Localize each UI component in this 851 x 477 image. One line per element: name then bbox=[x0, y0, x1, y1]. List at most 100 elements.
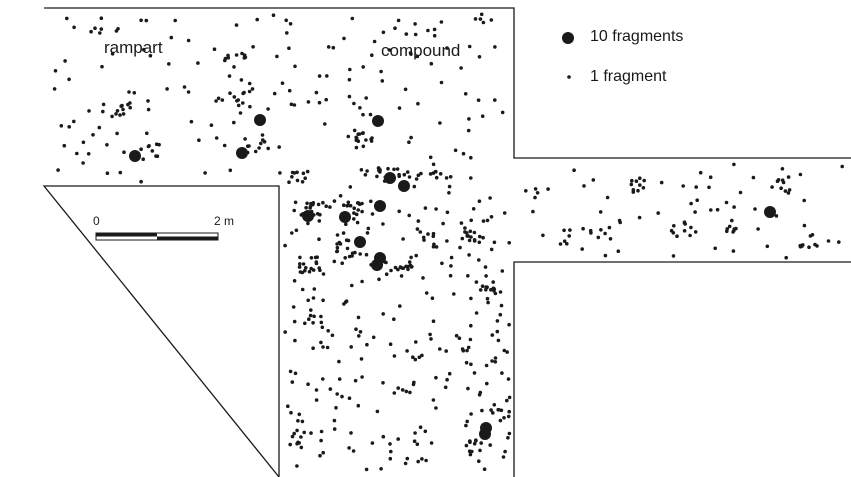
one-fragment-marker bbox=[407, 260, 412, 264]
ten-fragment-marker bbox=[302, 210, 314, 222]
one-fragment-marker bbox=[629, 182, 634, 187]
one-fragment-marker bbox=[459, 221, 464, 225]
one-fragment-marker bbox=[335, 245, 340, 250]
one-fragment-marker bbox=[309, 255, 314, 260]
one-fragment-marker bbox=[326, 45, 331, 49]
one-fragment-marker bbox=[470, 449, 474, 454]
one-fragment-marker bbox=[338, 194, 343, 198]
one-fragment-marker bbox=[409, 255, 413, 260]
one-fragment-marker bbox=[689, 225, 693, 230]
one-fragment-marker bbox=[352, 206, 357, 210]
one-fragment-marker bbox=[787, 188, 792, 192]
one-fragment-marker bbox=[418, 230, 423, 234]
one-fragment-marker bbox=[500, 110, 505, 115]
one-fragment-marker bbox=[315, 255, 320, 259]
one-fragment-marker bbox=[634, 179, 639, 183]
one-fragment-marker bbox=[319, 429, 324, 434]
one-fragment-marker bbox=[118, 113, 122, 117]
one-fragment-marker bbox=[312, 287, 317, 291]
one-fragment-marker bbox=[499, 303, 504, 308]
one-fragment-marker bbox=[419, 171, 423, 176]
one-fragment-marker bbox=[412, 439, 417, 444]
one-fragment-marker bbox=[496, 407, 501, 412]
one-fragment-marker bbox=[377, 277, 381, 282]
one-fragment-marker bbox=[477, 258, 481, 262]
one-fragment-marker bbox=[364, 138, 368, 142]
one-fragment-marker bbox=[115, 109, 120, 113]
one-fragment-marker bbox=[414, 253, 419, 258]
one-fragment-marker bbox=[466, 345, 471, 350]
one-fragment-marker bbox=[440, 261, 444, 266]
one-fragment-marker bbox=[347, 446, 351, 450]
one-fragment-marker bbox=[507, 322, 511, 327]
one-fragment-marker bbox=[294, 228, 299, 233]
one-fragment-marker bbox=[345, 246, 350, 251]
one-fragment-marker bbox=[404, 389, 409, 394]
one-fragment-marker bbox=[305, 201, 309, 206]
one-fragment-marker bbox=[483, 265, 488, 269]
one-fragment-marker bbox=[449, 255, 454, 260]
one-fragment-marker bbox=[481, 235, 485, 240]
one-fragment-marker bbox=[407, 175, 412, 179]
one-fragment-marker bbox=[725, 229, 729, 234]
one-fragment-marker bbox=[438, 172, 443, 176]
one-fragment-marker bbox=[531, 209, 535, 214]
one-fragment-marker bbox=[295, 428, 299, 433]
one-fragment-marker bbox=[283, 330, 288, 334]
one-fragment-marker bbox=[424, 291, 429, 295]
one-fragment-marker bbox=[301, 262, 306, 266]
one-fragment-marker bbox=[311, 346, 315, 351]
one-fragment-marker bbox=[311, 296, 316, 300]
one-fragment-marker bbox=[409, 52, 413, 56]
one-fragment-marker bbox=[734, 226, 738, 231]
one-fragment-marker bbox=[398, 304, 402, 308]
one-fragment-marker bbox=[429, 61, 434, 66]
one-fragment-marker bbox=[371, 335, 376, 340]
one-fragment-marker bbox=[439, 20, 444, 24]
one-fragment-marker bbox=[498, 312, 503, 317]
one-fragment-marker bbox=[756, 227, 760, 231]
one-fragment-marker bbox=[62, 143, 67, 148]
one-fragment-marker bbox=[63, 59, 67, 63]
one-fragment-marker bbox=[431, 398, 436, 402]
one-fragment-marker bbox=[321, 345, 325, 349]
one-fragment-marker bbox=[449, 264, 453, 268]
one-fragment-marker bbox=[247, 89, 252, 94]
one-fragment-marker bbox=[434, 406, 438, 410]
one-fragment-marker bbox=[775, 179, 780, 183]
one-fragment-marker bbox=[813, 242, 817, 247]
one-fragment-marker bbox=[730, 218, 734, 223]
one-fragment-marker bbox=[381, 312, 386, 316]
one-fragment-marker bbox=[272, 91, 277, 96]
one-fragment-marker bbox=[405, 456, 410, 461]
one-fragment-marker bbox=[599, 228, 603, 232]
one-fragment-marker bbox=[275, 54, 279, 59]
one-fragment-marker bbox=[345, 204, 349, 208]
one-fragment-marker bbox=[350, 283, 354, 288]
one-fragment-marker bbox=[292, 431, 297, 436]
one-fragment-marker bbox=[318, 453, 322, 458]
one-fragment-marker bbox=[656, 211, 660, 215]
one-fragment-marker bbox=[302, 430, 307, 435]
one-fragment-marker bbox=[325, 74, 329, 78]
one-fragment-marker bbox=[412, 184, 417, 189]
one-fragment-marker bbox=[236, 98, 240, 102]
one-fragment-marker bbox=[426, 232, 430, 236]
one-fragment-marker bbox=[323, 122, 327, 126]
one-fragment-marker bbox=[182, 85, 187, 89]
one-fragment-marker bbox=[332, 199, 337, 203]
one-fragment-marker bbox=[344, 222, 348, 227]
one-fragment-marker bbox=[489, 18, 494, 22]
one-fragment-marker bbox=[101, 102, 106, 107]
one-fragment-marker bbox=[422, 238, 426, 242]
one-fragment-marker bbox=[146, 99, 150, 103]
one-fragment-marker bbox=[296, 419, 300, 423]
one-fragment-marker bbox=[292, 103, 297, 107]
one-fragment-marker bbox=[493, 360, 498, 364]
one-fragment-marker bbox=[352, 217, 356, 221]
one-fragment-marker bbox=[533, 187, 538, 191]
scale-bar: 0 2 m bbox=[93, 214, 234, 241]
one-fragment-marker bbox=[67, 125, 71, 129]
one-fragment-marker bbox=[354, 327, 358, 332]
one-fragment-marker bbox=[319, 438, 323, 443]
